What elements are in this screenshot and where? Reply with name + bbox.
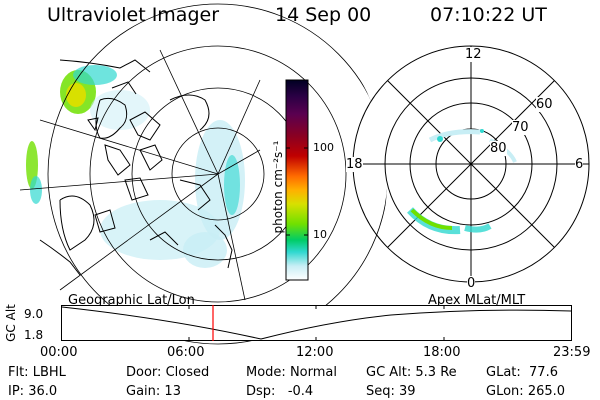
glat-label: GLat: [486, 365, 521, 380]
door-label: Door: [126, 365, 162, 380]
door-info: Door: Closed [126, 365, 209, 380]
timeline-xtick-0000: 00:00 [40, 345, 78, 360]
lat-label-80: 80 [490, 141, 507, 156]
glat-info: GLat: 77.6 [486, 365, 558, 380]
altitude-timeline [61, 305, 572, 341]
polar-plot [352, 45, 590, 283]
dsp-label: Dsp: [246, 384, 276, 399]
lat-label-60: 60 [536, 97, 553, 112]
mode-value: Normal [289, 365, 337, 380]
seq-label: Seq: [366, 384, 395, 399]
gain-label: Gain: [126, 384, 161, 399]
observation-time: 07:10:22 UT [430, 4, 547, 26]
geographic-map [19, 3, 387, 345]
seq-info: Seq: 39 [366, 384, 416, 399]
ip-value: 36.0 [28, 384, 58, 399]
filter-info: Flt: LBHL [8, 365, 66, 380]
colorbar [285, 79, 309, 281]
mode-info: Mode: Normal [246, 365, 337, 380]
colorbar-label: photon cm⁻²s⁻¹ [271, 140, 285, 234]
filter-value: LBHL [32, 365, 66, 380]
mlt-label-0: 0 [467, 276, 476, 291]
lat-label-70: 70 [512, 120, 529, 135]
timeline-xtick-0600: 06:00 [167, 345, 205, 360]
glat-value: 77.6 [529, 365, 558, 380]
timeline-ylabel: GC Alt [3, 304, 18, 342]
emission-patches [26, 65, 245, 268]
mlt-label-18: 18 [346, 157, 363, 172]
mode-label: Mode: [246, 365, 286, 380]
instrument-title: Ultraviolet Imager [47, 4, 220, 26]
ip-info: IP: 36.0 [8, 384, 57, 399]
right-map-caption: Apex MLat/MLT [428, 293, 526, 308]
dsp-info: Dsp: -0.4 [246, 384, 313, 399]
observation-date: 14 Sep 00 [275, 4, 372, 26]
seq-value: 39 [399, 384, 416, 399]
dsp-value: -0.4 [287, 384, 314, 399]
filter-label: Flt: [8, 365, 29, 380]
timeline-xtick-1200: 12:00 [296, 345, 334, 360]
gain-info: Gain: 13 [126, 384, 181, 399]
left-map-caption: Geographic Lat/Lon [68, 293, 195, 308]
glon-info: GLon: 265.0 [486, 384, 565, 399]
mlt-label-12: 12 [465, 47, 482, 62]
gain-value: 13 [164, 384, 181, 399]
lat-lon-grid [19, 3, 387, 345]
gc-alt-value: 5.3 Re [415, 365, 457, 380]
glon-value: 265.0 [527, 384, 566, 399]
colorbar-tick-100: 100 [313, 141, 334, 154]
timeline-ytick-top: 9.0 [24, 307, 44, 321]
gc-alt-info: GC Alt: 5.3 Re [366, 365, 457, 380]
timeline-xtick-1800: 18:00 [423, 345, 461, 360]
door-value: Closed [165, 365, 210, 380]
gc-alt-label: GC Alt: [366, 365, 412, 380]
timeline-ytick-bottom: 1.8 [24, 328, 44, 342]
glon-label: GLon: [486, 384, 524, 399]
timeline-xtick-2359: 23:59 [553, 345, 591, 360]
ip-label: IP: [8, 384, 25, 399]
colorbar-tick-10: 10 [313, 228, 327, 241]
mlt-label-6: 6 [575, 157, 584, 172]
